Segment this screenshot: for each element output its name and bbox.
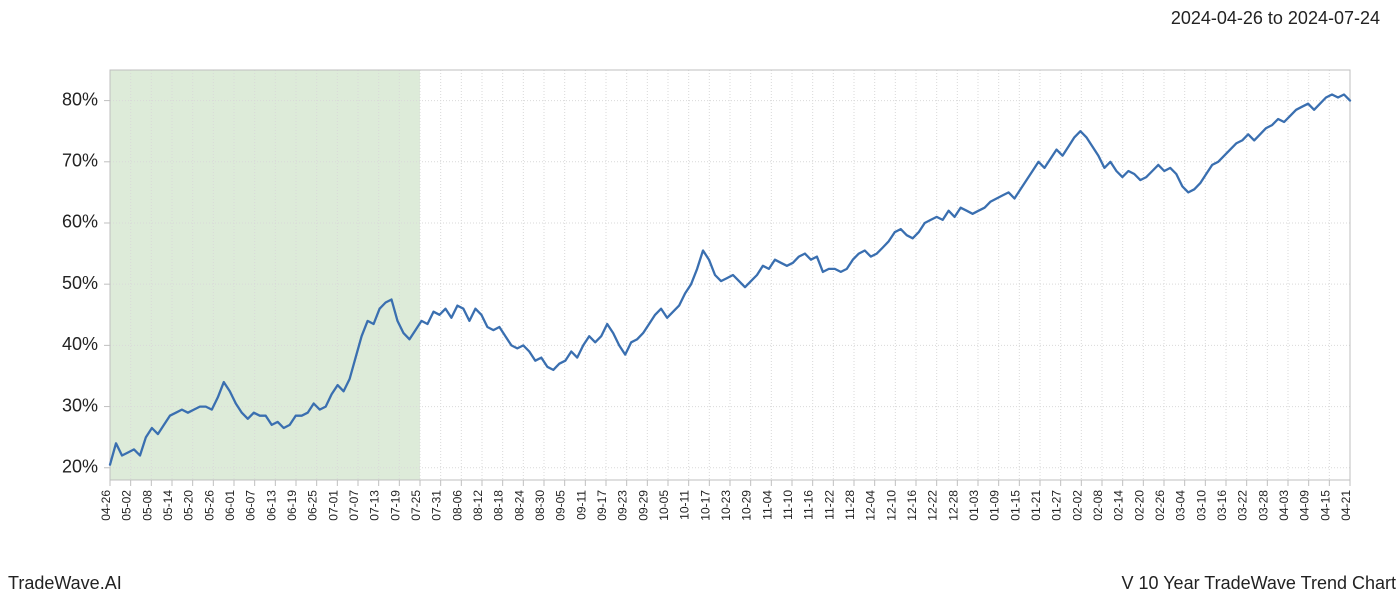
- xtick-label: 06-19: [285, 490, 299, 521]
- xtick-label: 01-03: [967, 490, 981, 521]
- xtick-label: 05-20: [182, 490, 196, 521]
- xtick-label: 04-09: [1298, 490, 1312, 521]
- xtick-label: 11-04: [760, 490, 774, 520]
- ytick-label: 60%: [62, 212, 98, 232]
- xtick-label: 01-09: [988, 490, 1002, 521]
- xtick-label: 08-06: [450, 490, 464, 521]
- chart-title-footer: V 10 Year TradeWave Trend Chart: [1122, 573, 1397, 594]
- xtick-label: 10-11: [678, 490, 692, 520]
- ytick-label: 40%: [62, 334, 98, 354]
- xtick-label: 11-28: [843, 490, 857, 520]
- xtick-label: 11-16: [802, 490, 816, 520]
- xtick-label: 02-02: [1070, 490, 1084, 521]
- xtick-label: 06-01: [223, 490, 237, 521]
- xtick-label: 07-01: [326, 490, 340, 521]
- xtick-label: 01-27: [1050, 490, 1064, 521]
- xtick-label: 10-23: [719, 490, 733, 521]
- xtick-label: 03-22: [1236, 490, 1250, 521]
- xtick-label: 11-10: [781, 490, 795, 520]
- xtick-label: 09-17: [595, 490, 609, 521]
- xtick-label: 04-26: [99, 490, 113, 521]
- xtick-label: 04-15: [1318, 490, 1332, 521]
- brand-footer: TradeWave.AI: [8, 573, 122, 594]
- xtick-label: 09-29: [636, 490, 650, 521]
- xtick-label: 10-05: [657, 490, 671, 521]
- xtick-label: 09-05: [554, 490, 568, 521]
- xtick-label: 10-29: [740, 490, 754, 521]
- xtick-label: 05-26: [202, 490, 216, 521]
- xtick-label: 07-07: [347, 490, 361, 521]
- xtick-label: 02-08: [1091, 490, 1105, 521]
- ytick-label: 30%: [62, 395, 98, 415]
- xtick-label: 06-13: [264, 490, 278, 521]
- xtick-label: 12-28: [946, 490, 960, 521]
- xtick-label: 08-30: [533, 490, 547, 521]
- xtick-label: 07-31: [430, 490, 444, 521]
- xtick-label: 08-18: [492, 490, 506, 521]
- xtick-label: 11-22: [822, 490, 836, 520]
- xtick-label: 07-25: [409, 490, 423, 521]
- date-range-subtitle: 2024-04-26 to 2024-07-24: [1171, 8, 1380, 29]
- xtick-label: 03-04: [1174, 490, 1188, 521]
- xtick-label: 07-19: [388, 490, 402, 521]
- xtick-label: 08-12: [471, 490, 485, 521]
- xtick-label: 12-16: [905, 490, 919, 521]
- xtick-label: 05-14: [161, 490, 175, 521]
- xtick-label: 09-23: [616, 490, 630, 521]
- xtick-label: 12-10: [884, 490, 898, 521]
- xtick-label: 03-16: [1215, 490, 1229, 521]
- xtick-label: 12-04: [864, 490, 878, 521]
- xtick-label: 01-21: [1029, 490, 1043, 521]
- ytick-label: 50%: [62, 273, 98, 293]
- ytick-label: 70%: [62, 151, 98, 171]
- xtick-label: 02-14: [1112, 490, 1126, 521]
- xtick-label: 07-13: [368, 490, 382, 521]
- xtick-label: 06-25: [306, 490, 320, 521]
- xtick-label: 06-07: [244, 490, 258, 521]
- xtick-label: 05-08: [140, 490, 154, 521]
- xtick-label: 01-15: [1008, 490, 1022, 521]
- xtick-label: 03-10: [1194, 490, 1208, 521]
- xtick-label: 12-22: [926, 490, 940, 521]
- ytick-label: 80%: [62, 89, 98, 109]
- xtick-label: 02-26: [1153, 490, 1167, 521]
- xtick-label: 04-03: [1277, 490, 1291, 521]
- xtick-label: 04-21: [1339, 490, 1353, 521]
- xtick-label: 08-24: [512, 490, 526, 521]
- ytick-label: 20%: [62, 457, 98, 477]
- xtick-label: 10-17: [698, 490, 712, 521]
- trend-chart: 20% 30% 40% 50% 60% 70% 80% 04-26 05-02 05-08 05-1…: [0, 40, 1400, 570]
- highlight-band: [110, 70, 420, 480]
- xtick-label: 03-28: [1256, 490, 1270, 521]
- xtick-label: 09-11: [574, 490, 588, 520]
- xtick-label: 05-02: [120, 490, 134, 521]
- xtick-label: 02-20: [1132, 490, 1146, 521]
